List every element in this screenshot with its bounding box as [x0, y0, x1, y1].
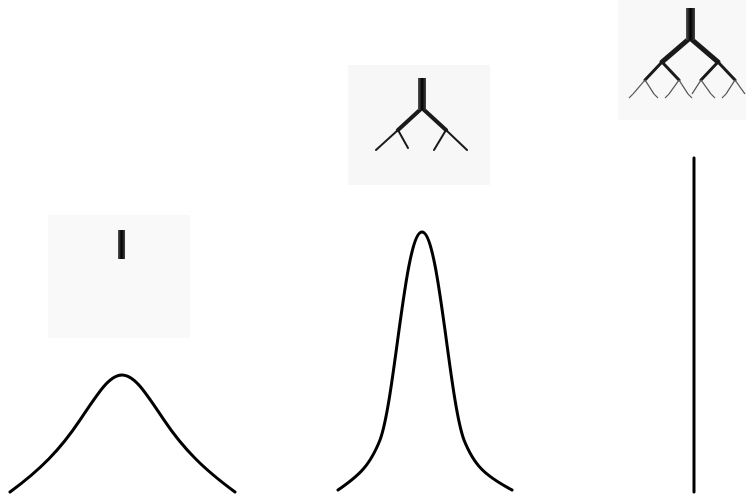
page — [0, 0, 746, 497]
tree-trunk — [418, 78, 426, 110]
tree-trunk — [686, 8, 695, 40]
distribution-curve — [338, 232, 512, 490]
diagram — [0, 0, 746, 497]
panel-background — [618, 0, 746, 120]
tree-trunk — [118, 230, 125, 259]
distribution-curve — [10, 375, 235, 492]
